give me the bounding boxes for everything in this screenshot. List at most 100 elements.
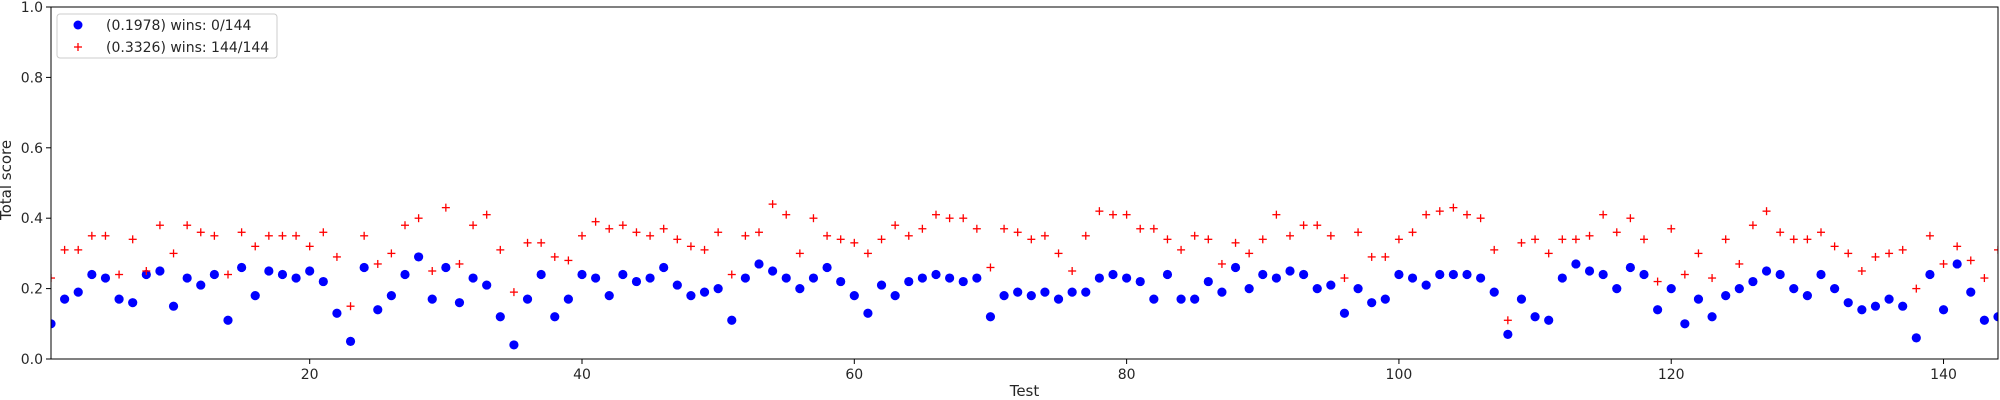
series-2-point	[972, 224, 981, 233]
series-2-point	[1721, 235, 1730, 244]
series-1-point	[1489, 287, 1499, 297]
series-1-point	[1870, 301, 1881, 311]
series-1-point	[1666, 284, 1676, 294]
series-2-point	[986, 263, 995, 272]
y-tick-label: 0.8	[21, 70, 43, 86]
series-2-point	[1544, 249, 1553, 258]
series-1-point	[264, 266, 274, 276]
series-2-point	[224, 270, 232, 279]
series-2-point	[1517, 238, 1526, 247]
series-2-point	[1122, 210, 1131, 219]
series-1-point	[427, 294, 437, 304]
series-2-point	[904, 231, 913, 240]
series-2-point	[87, 231, 96, 240]
series-1-point	[1816, 269, 1826, 280]
legend-label-series-1: (0.1978) wins: 0/144	[106, 18, 251, 34]
plot-marks	[51, 200, 1998, 350]
series-1-point	[1162, 269, 1173, 280]
series-1-point	[563, 294, 573, 304]
series-2-point	[1340, 274, 1349, 283]
series-1-point	[536, 269, 546, 280]
series-2-point	[319, 228, 328, 237]
series-2-point	[373, 259, 382, 268]
series-2-point	[700, 245, 709, 254]
series-1-point	[100, 273, 111, 283]
series-1-point	[1367, 298, 1377, 308]
series-1-point	[808, 273, 819, 283]
series-1-point	[1966, 287, 1976, 297]
series-1-point	[1938, 305, 1949, 315]
series-1-point	[1435, 269, 1445, 280]
x-tick-label: 140	[1930, 367, 1957, 383]
series-2-point	[1653, 277, 1662, 286]
series-1-point	[1857, 305, 1867, 315]
series-1-point	[768, 266, 778, 276]
series-1-point	[400, 269, 410, 280]
series-2-point	[932, 210, 940, 219]
series-2-point	[1326, 231, 1335, 240]
series-1-point	[128, 298, 138, 308]
series-2-point	[1286, 231, 1294, 240]
series-2-point	[1667, 224, 1676, 233]
series-2-point	[1626, 214, 1635, 223]
series-1-point	[345, 336, 356, 346]
legend-marker-series-2	[74, 43, 82, 51]
series-2-point	[346, 302, 355, 311]
series-1-point	[550, 312, 560, 322]
series-2-point	[1177, 245, 1186, 254]
series-2-point	[428, 267, 437, 275]
series-1-point	[1122, 273, 1132, 283]
series-1-point	[863, 308, 873, 318]
series-2-point	[196, 228, 205, 237]
series-1-point	[631, 276, 642, 287]
series-1-point	[1462, 269, 1472, 280]
series-2-point	[1422, 210, 1431, 219]
series-1-point	[250, 291, 260, 301]
series-2-point	[1925, 231, 1934, 240]
series-1-point	[1544, 315, 1554, 325]
series-2-point	[1013, 228, 1022, 237]
series-1-point	[454, 298, 465, 308]
series-2-point	[782, 210, 791, 219]
series-2-point	[1912, 284, 1921, 293]
series-1-point	[1135, 276, 1145, 287]
series-1-point	[1394, 269, 1404, 280]
series-2-point	[1789, 235, 1798, 244]
series-2-point	[1599, 210, 1608, 219]
series-1-point	[1285, 266, 1295, 276]
series-1-point	[1217, 287, 1227, 297]
series-2-point	[455, 259, 464, 268]
series-2-point	[1258, 235, 1267, 244]
series-2-point	[1531, 235, 1540, 244]
series-2-point	[1476, 214, 1485, 223]
series-2-point	[1748, 221, 1757, 230]
series-2-point	[1040, 231, 1049, 240]
series-1-point	[1299, 269, 1309, 280]
y-tick-label: 0.0	[21, 352, 43, 368]
series-1-point	[1952, 259, 1962, 269]
series-2-point	[155, 221, 164, 230]
series-2-point	[959, 214, 968, 223]
series-1-point	[699, 287, 710, 297]
series-1-point	[1149, 294, 1159, 304]
series-1-point	[1884, 294, 1894, 304]
series-1-point	[60, 294, 70, 304]
series-1-point	[1067, 287, 1077, 297]
series-2-point	[795, 249, 804, 258]
series-2-point	[1204, 235, 1213, 244]
series-1-point	[155, 266, 165, 276]
y-tick-label: 0.6	[21, 141, 43, 157]
series-2-point	[1463, 210, 1471, 219]
x-tick-label: 20	[301, 367, 319, 383]
y-tick-label: 0.2	[21, 282, 43, 298]
axes: 20 40 60 80 100 120 140 0.0 0.2 0.4 0.6 0.8 1.0	[21, 0, 1999, 383]
series-2-point	[1490, 245, 1499, 254]
series-2-point	[523, 238, 532, 247]
series-1-point	[822, 262, 832, 273]
series-2-point	[1694, 249, 1703, 258]
series-1-point	[182, 273, 192, 283]
series-2-point	[1000, 224, 1009, 233]
series-1-point	[305, 266, 315, 276]
series-1-point	[168, 301, 179, 311]
series-2-point	[618, 221, 627, 230]
